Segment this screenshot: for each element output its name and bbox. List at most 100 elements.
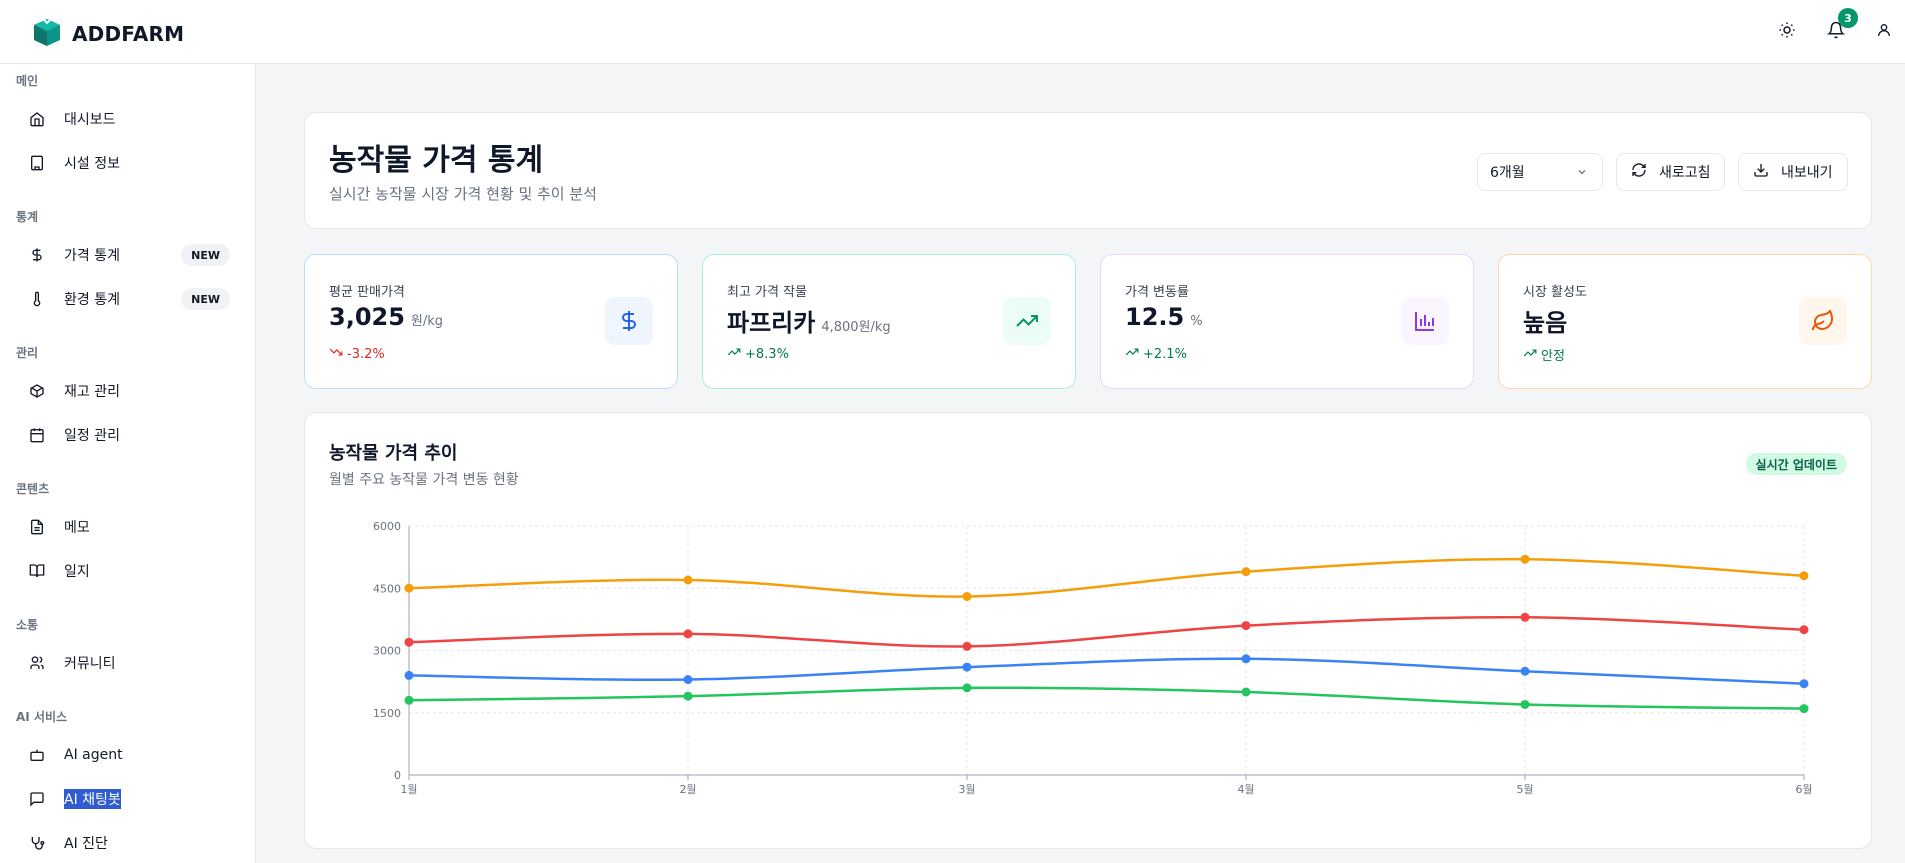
stethoscope-icon bbox=[28, 834, 46, 852]
stat-unit: 원/kg bbox=[410, 314, 444, 329]
trending-up-icon bbox=[1125, 345, 1139, 363]
stat-value: 높음 bbox=[1523, 309, 1568, 337]
data-point bbox=[962, 592, 972, 602]
sidebar-item-dashboard[interactable]: 대시보드 bbox=[16, 101, 240, 137]
sidebar-item-label: 대시보드 bbox=[64, 112, 116, 128]
price-line-chart: 0 1500 3000 4500 6000 1월 2월 3월 4월 5월 6월 bbox=[373, 520, 1813, 796]
stat-value: 12.5 bbox=[1125, 303, 1185, 331]
export-label: 내보내기 bbox=[1781, 165, 1833, 181]
sidebar-item-inventory[interactable]: 재고 관리 bbox=[16, 373, 240, 409]
theme-toggle-button[interactable] bbox=[1773, 18, 1801, 46]
new-badge: NEW bbox=[181, 244, 230, 266]
sidebar-item-schedule[interactable]: 일정 관리 bbox=[16, 417, 240, 453]
sidebar-item-env-stats[interactable]: 환경 통계 NEW bbox=[16, 281, 240, 317]
user-menu-button[interactable] bbox=[1870, 18, 1898, 46]
y-tick-label: 3000 bbox=[373, 645, 401, 658]
sidebar-item-ai-agent[interactable]: AI agent bbox=[16, 737, 240, 773]
y-tick-label: 6000 bbox=[373, 520, 401, 533]
export-button[interactable]: 내보내기 bbox=[1738, 153, 1848, 191]
stat-label: 시장 활성도 bbox=[1523, 285, 1587, 300]
x-tick-label: 4월 bbox=[1237, 783, 1254, 796]
series-line-3 bbox=[408, 686, 1805, 710]
sidebar-item-ai-diagnosis[interactable]: AI 진단 bbox=[16, 825, 240, 861]
sidebar: 메인 대시보드 시설 정보 통계 가격 통계 NEW 환경 통계 NEW 관리 … bbox=[0, 64, 256, 863]
section-title-content: 콘텐츠 bbox=[16, 482, 50, 496]
data-point bbox=[962, 683, 972, 693]
stat-change-value: -3.2% bbox=[347, 346, 385, 362]
notification-badge: 3 bbox=[1838, 8, 1858, 28]
sidebar-item-label: 시설 정보 bbox=[64, 156, 120, 172]
data-point bbox=[1799, 679, 1809, 689]
sidebar-item-memo[interactable]: 메모 bbox=[16, 509, 240, 545]
refresh-button[interactable]: 새로고침 bbox=[1616, 153, 1725, 191]
notifications-button[interactable]: 3 bbox=[1822, 8, 1858, 46]
sun-icon bbox=[1778, 21, 1796, 43]
data-point bbox=[683, 691, 693, 701]
package-icon bbox=[28, 382, 46, 400]
page-subtitle: 실시간 농작물 시장 가격 현황 및 추이 분석 bbox=[329, 185, 597, 203]
x-tick-label: 2월 bbox=[679, 783, 696, 796]
sidebar-item-label: 가격 통계 bbox=[64, 248, 120, 264]
x-tick-label: 1월 bbox=[400, 783, 417, 796]
section-title-ai: AI 서비스 bbox=[16, 710, 68, 724]
sidebar-item-label: 일정 관리 bbox=[64, 428, 120, 444]
leaf-icon bbox=[1799, 297, 1847, 345]
data-point bbox=[683, 675, 693, 685]
stat-change-value: +2.1% bbox=[1143, 346, 1187, 362]
page-title: 농작물 가격 통계 bbox=[329, 143, 544, 178]
top-bar: ADDFARM 3 bbox=[0, 0, 1905, 64]
box-logo-icon bbox=[30, 15, 64, 53]
data-point bbox=[1241, 567, 1251, 577]
logo[interactable]: ADDFARM bbox=[30, 15, 184, 53]
user-icon bbox=[1876, 22, 1892, 42]
sidebar-item-facility[interactable]: 시설 정보 bbox=[16, 145, 240, 181]
stat-label: 평균 판매가격 bbox=[329, 285, 405, 300]
building-icon bbox=[28, 154, 46, 172]
calendar-icon bbox=[28, 426, 46, 444]
data-point bbox=[1799, 571, 1809, 581]
thermometer-icon bbox=[28, 290, 46, 308]
refresh-label: 새로고침 bbox=[1659, 165, 1711, 181]
sidebar-item-label: 환경 통계 bbox=[64, 292, 120, 308]
stat-change-value: 안정 bbox=[1541, 349, 1565, 364]
x-tick-label: 3월 bbox=[958, 783, 975, 796]
file-icon bbox=[28, 518, 46, 536]
chart-subtitle: 월별 주요 농작물 가격 변동 현황 bbox=[329, 472, 519, 488]
data-point bbox=[1241, 621, 1251, 631]
chat-icon bbox=[28, 790, 46, 808]
sidebar-item-journal[interactable]: 일지 bbox=[16, 553, 240, 589]
stat-card-avg-price: 평균 판매가격 3,025 원/kg -3.2% bbox=[304, 254, 678, 389]
book-icon bbox=[28, 562, 46, 580]
section-title-stats: 통계 bbox=[16, 210, 39, 224]
period-select[interactable]: 6개월 bbox=[1477, 153, 1603, 191]
sidebar-item-community[interactable]: 커뮤니티 bbox=[16, 645, 240, 681]
stat-value: 3,025 bbox=[329, 303, 405, 331]
data-point bbox=[404, 670, 414, 680]
stat-card-volatility: 가격 변동률 12.5 % +2.1% bbox=[1100, 254, 1474, 389]
stat-value: 파프리카 bbox=[727, 309, 816, 337]
trending-up-icon bbox=[1003, 297, 1051, 345]
stat-label: 최고 가격 작물 bbox=[727, 285, 808, 300]
stat-change: +8.3% bbox=[727, 345, 789, 363]
data-point bbox=[1520, 699, 1530, 709]
sidebar-item-ai-chatbot[interactable]: AI 채팅봇 bbox=[16, 781, 240, 817]
sidebar-item-label: AI agent bbox=[64, 747, 123, 763]
y-tick-label: 1500 bbox=[373, 707, 401, 720]
sidebar-item-price-stats[interactable]: 가격 통계 NEW bbox=[16, 237, 240, 273]
trending-up-icon bbox=[727, 345, 741, 363]
data-point bbox=[1241, 654, 1251, 664]
stat-label: 가격 변동률 bbox=[1125, 285, 1189, 300]
x-tick-label: 6월 bbox=[1795, 783, 1812, 796]
section-title-community: 소통 bbox=[16, 618, 39, 632]
y-tick-label: 4500 bbox=[373, 582, 401, 595]
series-line-0 bbox=[408, 557, 1805, 598]
dollar-icon bbox=[605, 297, 653, 345]
sidebar-item-label: 재고 관리 bbox=[64, 384, 120, 400]
data-point bbox=[404, 695, 414, 705]
bell-icon bbox=[1826, 21, 1846, 43]
chevron-down-icon bbox=[1576, 166, 1588, 182]
data-point bbox=[962, 662, 972, 672]
section-title-management: 관리 bbox=[16, 346, 39, 360]
series-line-2 bbox=[408, 657, 1805, 685]
